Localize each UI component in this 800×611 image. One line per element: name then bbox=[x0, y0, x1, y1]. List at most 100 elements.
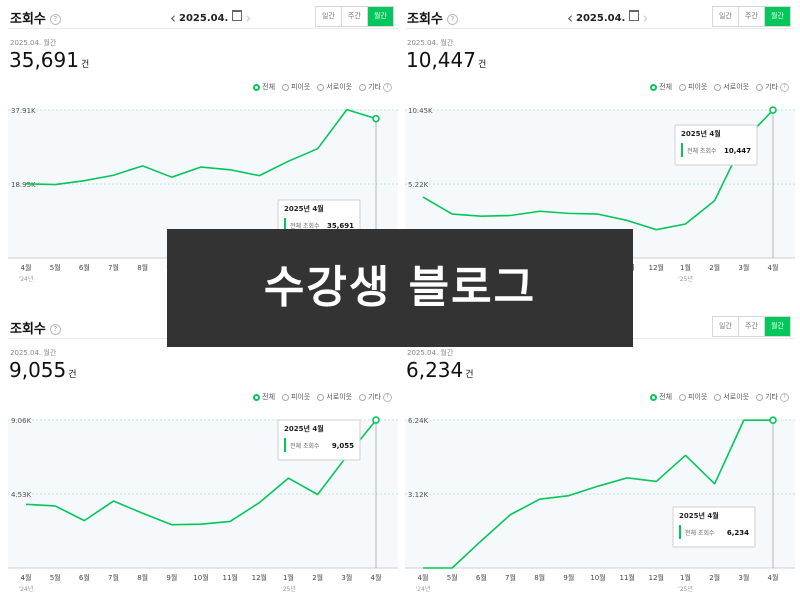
year-label: '24년 bbox=[416, 585, 431, 593]
highlight-point[interactable] bbox=[769, 416, 777, 424]
date-navigator: ‹ 2025.04. › bbox=[567, 9, 648, 27]
x-tick-label: 1월 bbox=[680, 573, 691, 582]
legend-option-1[interactable]: 전체 bbox=[650, 82, 672, 92]
radio-icon[interactable] bbox=[317, 83, 325, 91]
tooltip-label: 전체 조회수 bbox=[687, 147, 717, 155]
legend-option-2[interactable]: 피이웃 bbox=[679, 392, 707, 402]
calendar-icon[interactable] bbox=[232, 10, 243, 21]
tab-weekly[interactable]: 주간 bbox=[341, 7, 367, 26]
help-icon[interactable]: ? bbox=[446, 14, 458, 25]
tooltip-box bbox=[674, 124, 758, 166]
tooltip-title: 2025년 4월 bbox=[284, 424, 324, 433]
tab-weekly[interactable]: 주간 bbox=[738, 317, 764, 336]
legend-option-3[interactable]: 서로이웃 bbox=[317, 392, 352, 402]
year-label: '25년 bbox=[678, 585, 693, 593]
y-tick-label: 3.12K bbox=[408, 491, 429, 499]
legend-option-2[interactable]: 피이웃 bbox=[679, 82, 707, 92]
period-tabs: 일간 주간 월간 bbox=[712, 316, 791, 337]
legend-option-1[interactable]: 전체 bbox=[253, 392, 275, 402]
legend-label: 피이웃 bbox=[291, 393, 311, 401]
radio-icon[interactable] bbox=[317, 393, 325, 401]
radio-icon[interactable] bbox=[282, 393, 290, 401]
legend-option-3[interactable]: 서로이웃 bbox=[317, 82, 352, 92]
tab-daily[interactable]: 일간 bbox=[316, 7, 341, 26]
total-unit: 건 bbox=[80, 60, 90, 70]
x-tick-label: 9월 bbox=[166, 573, 177, 582]
tooltip-label: 전체 조회수 bbox=[685, 529, 715, 537]
radio-icon[interactable] bbox=[282, 83, 290, 91]
radio-icon[interactable] bbox=[650, 393, 658, 401]
x-tick-label: 4월 bbox=[418, 573, 429, 582]
radio-icon[interactable] bbox=[253, 393, 261, 401]
legend-label: 서로이웃 bbox=[723, 393, 750, 401]
radio-icon[interactable] bbox=[650, 83, 658, 91]
x-tick-label: 8월 bbox=[137, 573, 148, 582]
total-views: 6,234 건 bbox=[406, 358, 474, 382]
legend-option-2[interactable]: 피이웃 bbox=[282, 392, 310, 402]
highlight-point[interactable] bbox=[372, 416, 380, 424]
radio-icon[interactable] bbox=[679, 83, 687, 91]
radio-icon[interactable] bbox=[756, 393, 764, 401]
help-icon[interactable]: ? bbox=[383, 392, 392, 402]
prev-month-icon[interactable]: ‹ bbox=[170, 9, 176, 27]
tooltip-value: 10,447 bbox=[724, 147, 751, 155]
tab-monthly[interactable]: 월간 bbox=[367, 7, 393, 26]
total-views: 9,055 건 bbox=[9, 358, 77, 382]
tab-weekly[interactable]: 주간 bbox=[738, 7, 764, 26]
x-tick-label: 4월 bbox=[371, 573, 382, 582]
tooltip-title: 2025년 4월 bbox=[679, 511, 719, 520]
legend-label: 기타 bbox=[765, 393, 778, 401]
y-tick-label: 6.24K bbox=[408, 417, 429, 425]
tab-daily[interactable]: 일간 bbox=[713, 7, 738, 26]
radio-icon[interactable] bbox=[679, 393, 687, 401]
tooltip-box bbox=[672, 506, 756, 548]
highlight-point[interactable] bbox=[769, 106, 777, 114]
radio-icon[interactable] bbox=[714, 393, 722, 401]
legend-option-4[interactable]: 기타? bbox=[756, 392, 789, 402]
tooltip-value: 6,234 bbox=[727, 529, 749, 537]
legend-option-4[interactable]: 기타? bbox=[359, 392, 392, 402]
tab-daily[interactable]: 일간 bbox=[713, 317, 738, 336]
help-icon[interactable]: ? bbox=[49, 324, 61, 335]
banner-title: 수강생 블로그 bbox=[167, 229, 633, 347]
total-unit: 건 bbox=[68, 370, 77, 380]
legend-option-3[interactable]: 서로이웃 bbox=[714, 392, 749, 402]
year-label: '25년 bbox=[678, 275, 693, 283]
legend-label: 피이웃 bbox=[291, 83, 311, 91]
help-icon[interactable]: ? bbox=[780, 82, 789, 92]
radio-icon[interactable] bbox=[359, 83, 367, 91]
radio-icon[interactable] bbox=[359, 393, 367, 401]
help-icon[interactable]: ? bbox=[780, 392, 789, 402]
nav-date-label: 2025.04. bbox=[576, 13, 626, 24]
date-navigator: ‹ 2025.04. › bbox=[170, 9, 251, 27]
calendar-icon[interactable] bbox=[629, 10, 640, 21]
legend-option-1[interactable]: 전체 bbox=[650, 392, 672, 402]
x-tick-label: 6월 bbox=[476, 573, 487, 582]
radio-icon[interactable] bbox=[714, 83, 722, 91]
tab-monthly[interactable]: 월간 bbox=[764, 317, 790, 336]
period-label: 2025.04. 월간 bbox=[407, 39, 454, 47]
y-tick-label: 4.53K bbox=[11, 491, 32, 499]
total-views: 10,447 건 bbox=[406, 48, 486, 72]
legend-option-3[interactable]: 서로이웃 bbox=[714, 82, 749, 92]
legend-option-4[interactable]: 기타? bbox=[359, 82, 392, 92]
panel-title-text: 조회수 bbox=[407, 12, 443, 27]
legend-option-2[interactable]: 피이웃 bbox=[282, 82, 310, 92]
legend-option-1[interactable]: 전체 bbox=[253, 82, 275, 92]
x-tick-label: 2월 bbox=[312, 573, 323, 582]
tab-monthly[interactable]: 월간 bbox=[764, 7, 790, 26]
legend-option-4[interactable]: 기타? bbox=[756, 82, 789, 92]
x-tick-label: 11월 bbox=[222, 573, 237, 582]
x-tick-label: 8월 bbox=[534, 573, 545, 582]
radio-icon[interactable] bbox=[253, 83, 261, 91]
year-label: '24년 bbox=[19, 585, 34, 593]
x-tick-label: 1월 bbox=[283, 573, 294, 582]
help-icon[interactable]: ? bbox=[383, 82, 392, 92]
line-chart: 9.06K 4.53K 4월 5월 6월 7월 8월 9월 10월 11월 12월 1월 2월 3월 4월 '… bbox=[8, 416, 398, 593]
prev-month-icon[interactable]: ‹ bbox=[567, 9, 573, 27]
x-tick-label: 5월 bbox=[447, 573, 458, 582]
radio-icon[interactable] bbox=[756, 83, 764, 91]
highlight-point[interactable] bbox=[372, 114, 380, 123]
help-icon[interactable]: ? bbox=[49, 14, 61, 25]
total-value: 35,691 bbox=[9, 48, 79, 72]
